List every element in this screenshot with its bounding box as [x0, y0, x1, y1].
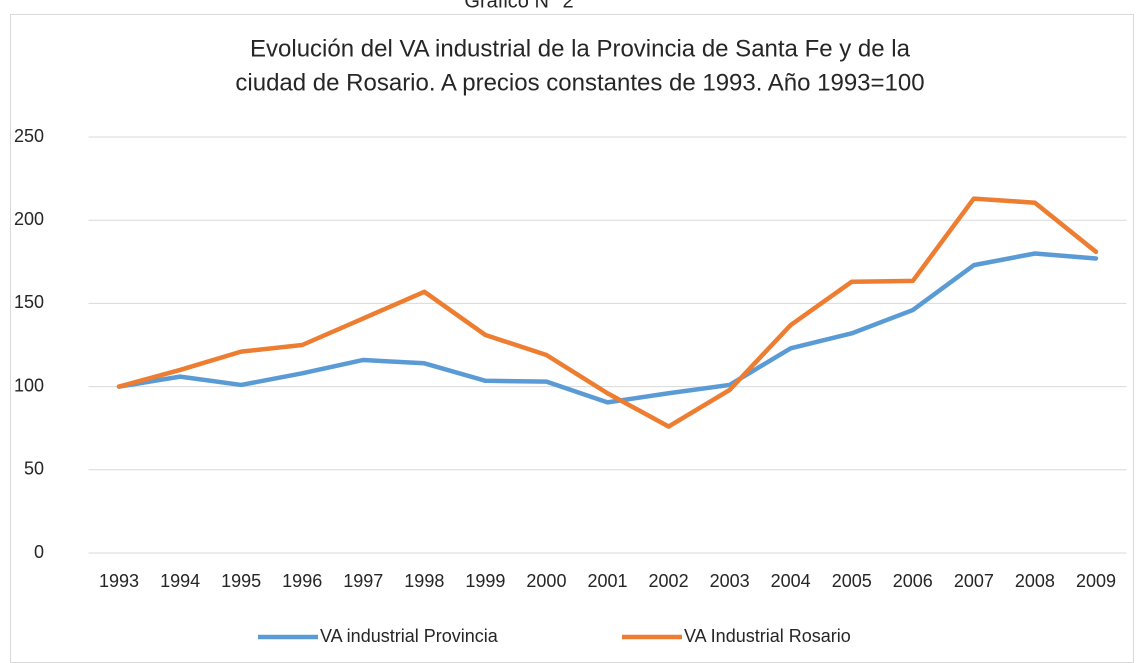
chart-frame — [10, 14, 1134, 663]
x-tick-label: 1994 — [160, 571, 200, 591]
y-tick-label: 100 — [14, 375, 44, 395]
series-line — [116, 196, 1099, 429]
chart-title: Evolución del VA industrial de la Provin… — [250, 35, 911, 62]
x-tick-label: 2004 — [771, 571, 811, 591]
legend-label: VA Industrial Rosario — [684, 626, 851, 646]
legend-label: VA industrial Provincia — [320, 626, 499, 646]
x-tick-label: 1997 — [343, 571, 383, 591]
x-tick-label: 2005 — [832, 571, 872, 591]
y-tick-label: 250 — [14, 126, 44, 146]
x-tick-label: 2006 — [893, 571, 933, 591]
chart-title: ciudad de Rosario. A precios constantes … — [235, 69, 924, 96]
y-tick-label: 50 — [24, 459, 44, 479]
y-tick-label: 0 — [34, 542, 44, 562]
x-tick-label: 2003 — [710, 571, 750, 591]
x-tick-label: 1998 — [404, 571, 444, 591]
x-tick-label: 1995 — [221, 571, 261, 591]
x-tick-label: 2000 — [526, 571, 566, 591]
x-tick-label: 1993 — [99, 571, 139, 591]
x-tick-label: 2007 — [954, 571, 994, 591]
y-tick-label: 150 — [14, 292, 44, 312]
x-tick-label: 2008 — [1015, 571, 1055, 591]
caption: Gráfico N° 2 — [464, 0, 573, 12]
x-tick-label: 1999 — [465, 571, 505, 591]
x-tick-label: 2001 — [587, 571, 627, 591]
x-tick-label: 1996 — [282, 571, 322, 591]
series-line — [116, 251, 1099, 405]
x-tick-label: 2002 — [649, 571, 689, 591]
y-tick-label: 200 — [14, 209, 44, 229]
x-tick-label: 2009 — [1076, 571, 1116, 591]
